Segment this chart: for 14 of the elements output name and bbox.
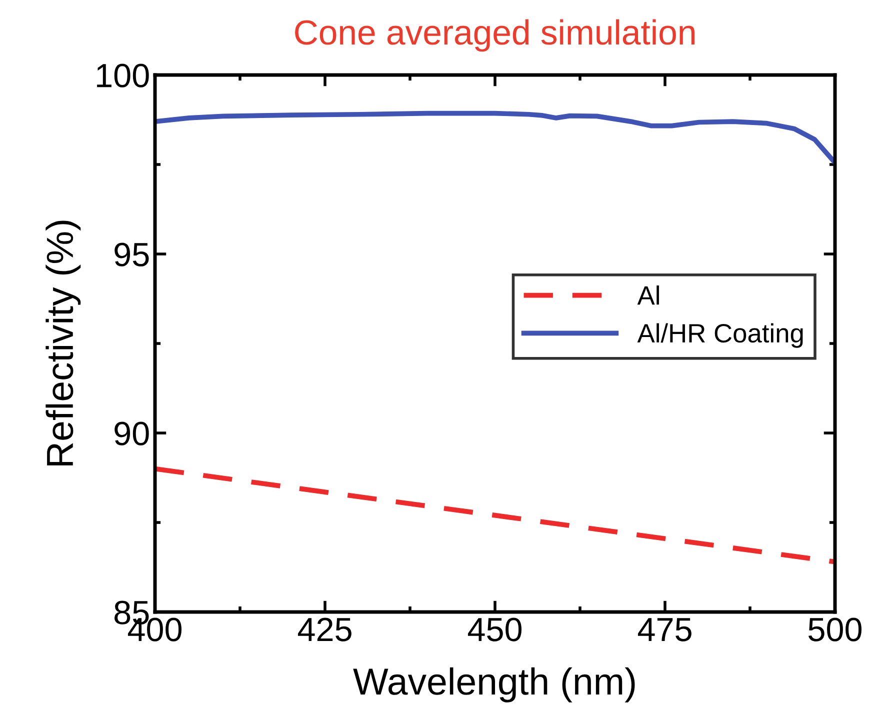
y-tick-label: 95 [114,242,149,266]
x-tick-label: 475 [638,618,692,642]
y-axis-title: Reflectivity (%) [46,220,81,466]
x-tick-label: 450 [468,618,522,642]
x-tick-label: 500 [808,618,862,642]
chart-title: Cone averaged simulation [295,19,694,52]
x-axis-title: Wavelength (nm) [353,667,635,702]
line-series [155,466,835,564]
line-series [155,110,835,166]
y-tick-label: 90 [114,422,149,446]
legend-label: Al [637,285,659,305]
legend-label: Al/HR Coating [637,323,803,348]
y-tick-label: 100 [97,64,149,88]
x-tick-label: 425 [298,618,352,642]
